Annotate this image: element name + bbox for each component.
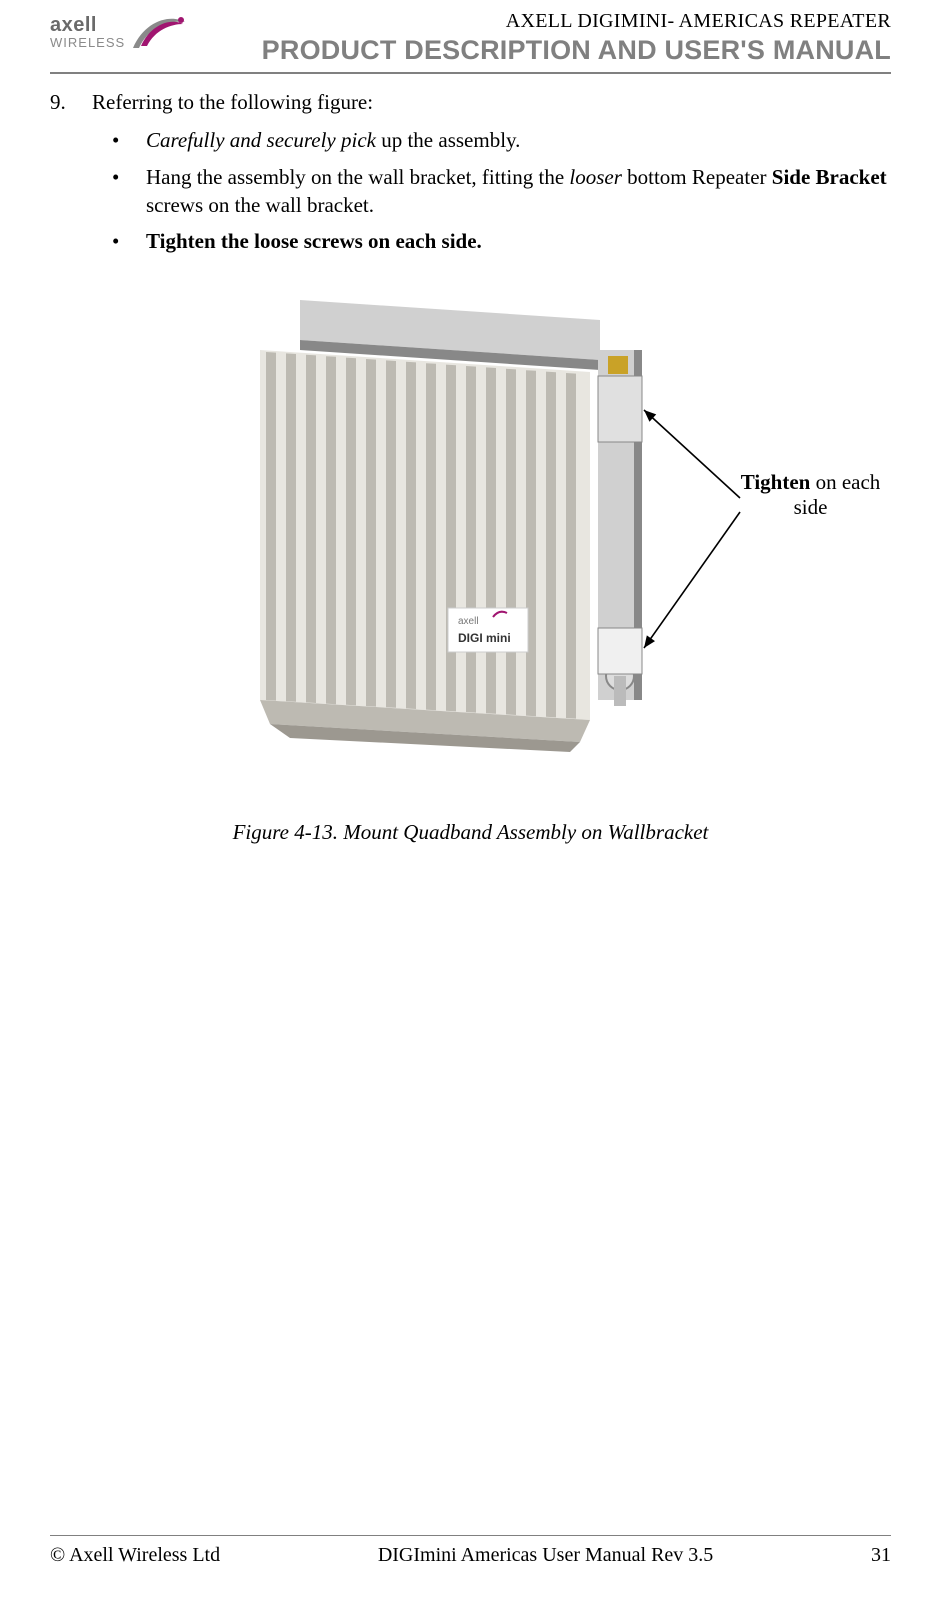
bullet-item: • Carefully and securely pick up the asse… bbox=[112, 126, 891, 154]
bullet-item: • Hang the assembly on the wall bracket, … bbox=[112, 163, 891, 220]
content: 9. Referring to the following figure: • C… bbox=[50, 84, 891, 845]
step-number: 9. bbox=[50, 88, 74, 116]
manual-title: PRODUCT DESCRIPTION AND USER'S MANUAL bbox=[262, 35, 891, 66]
bullet-text: Hang the assembly on the wall bracket, f… bbox=[146, 163, 891, 220]
bullet-item: • Tighten the loose screws on each side. bbox=[112, 227, 891, 255]
header-right: AXELL DIGIMINI- AMERICAS REPEATER PRODUC… bbox=[262, 10, 891, 66]
product-line: AXELL DIGIMINI- AMERICAS REPEATER bbox=[262, 10, 891, 33]
step-text: Referring to the following figure: bbox=[92, 88, 373, 116]
bullet-dot-icon: • bbox=[112, 163, 124, 220]
step-9: 9. Referring to the following figure: bbox=[50, 88, 891, 116]
callout-lines-icon bbox=[50, 280, 891, 810]
bullet-list: • Carefully and securely pick up the asse… bbox=[50, 126, 891, 255]
logo-text: axell WIRELESS bbox=[50, 16, 125, 52]
logo-brand-top: axell bbox=[50, 16, 125, 34]
logo-swoosh-icon bbox=[131, 14, 187, 54]
footer: © Axell Wireless Ltd DIGImini Americas U… bbox=[50, 1535, 891, 1567]
figure-wrap: axell DIGI mini Tighten on each side bbox=[50, 280, 891, 810]
bullet-dot-icon: • bbox=[112, 227, 124, 255]
footer-right: 31 bbox=[871, 1544, 891, 1567]
logo: axell WIRELESS bbox=[50, 10, 187, 54]
footer-left: © Axell Wireless Ltd bbox=[50, 1544, 220, 1567]
bullet-dot-icon: • bbox=[112, 126, 124, 154]
figure-caption: Figure 4-13. Mount Quadband Assembly on … bbox=[50, 820, 891, 845]
bullet-text: Carefully and securely pick up the assem… bbox=[146, 126, 891, 154]
footer-center: DIGImini Americas User Manual Rev 3.5 bbox=[378, 1544, 713, 1567]
bullet-text: Tighten the loose screws on each side. bbox=[146, 227, 891, 255]
page-header: axell WIRELESS AXELL DIGIMINI- AMERICAS … bbox=[50, 10, 891, 74]
callout-label: Tighten on each side bbox=[730, 470, 891, 520]
callout-bold: Tighten bbox=[741, 470, 811, 494]
logo-brand-bottom: WIRELESS bbox=[50, 34, 125, 52]
